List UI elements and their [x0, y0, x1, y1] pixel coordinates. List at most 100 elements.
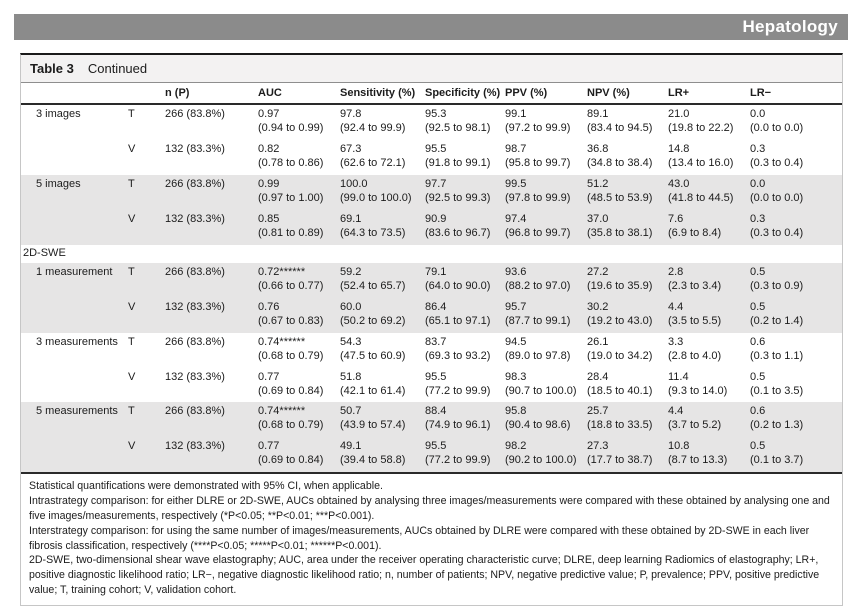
metric-ci: (74.9 to 96.1) [425, 419, 491, 432]
metric-value: 94.5 [505, 335, 527, 348]
npv-cell: 27.3 (17.7 to 38.7) [585, 437, 666, 473]
metric-value: 95.5 [425, 142, 447, 155]
npv-cell: 25.7 (18.8 to 33.5) [585, 402, 666, 437]
metric-ci: (52.4 to 65.7) [340, 279, 406, 292]
metric-ci: (90.7 to 100.0) [505, 384, 577, 397]
metric-ci: (97.2 to 99.9) [505, 121, 571, 134]
strategy-cell: 3 images [36, 108, 81, 120]
specificity-cell: 95.5 (91.8 to 99.1) [423, 140, 503, 175]
metric-ci: (0.1 to 3.5) [750, 384, 804, 397]
metric-ci: (50.2 to 69.2) [340, 314, 406, 327]
footnote-abbreviations: 2D-SWE, two-dimensional shear wave elast… [29, 554, 820, 597]
metric-value: 50.7 [340, 405, 362, 418]
table-row: 3 images T 266 (83.8%) 0.97 (0.94 to 0.99) 97… [21, 104, 842, 140]
metric-value: 99.1 [505, 108, 527, 120]
metric-value: 26.1 [587, 335, 609, 348]
cohort-cell: V [128, 212, 136, 225]
metric-ci: (0.3 to 1.1) [750, 349, 804, 362]
metric-value: 97.8 [340, 108, 362, 120]
npv-cell: 28.4 (18.5 to 40.1) [585, 368, 666, 403]
n-cell: 266 (83.8%) [165, 265, 225, 278]
journal-title: Hepatology [742, 17, 838, 36]
metric-ci: (0.3 to 0.4) [750, 226, 804, 239]
ppv-cell: 94.5 (89.0 to 97.8) [503, 333, 585, 368]
metric-ci: (0.66 to 0.77) [258, 279, 324, 292]
lr-plus-cell: 11.4 (9.3 to 14.0) [666, 368, 748, 403]
col-header-specificity: Specificity (%) [423, 83, 503, 105]
metric-ci: (9.3 to 14.0) [668, 384, 728, 397]
strategy-cell: 5 measurements [36, 405, 118, 418]
specificity-cell: 86.4 (65.1 to 97.1) [423, 298, 503, 333]
auc-cell: 0.76 (0.67 to 0.83) [256, 298, 338, 333]
auc-cell: 0.77 (0.69 to 0.84) [256, 368, 338, 403]
npv-cell: 51.2 (48.5 to 53.9) [585, 175, 666, 210]
auc-cell: 0.82 (0.78 to 0.86) [256, 140, 338, 175]
metric-ci: (92.5 to 99.3) [425, 191, 491, 204]
metric-value: 30.2 [587, 300, 609, 313]
table-row: 1 measurement T 266 (83.8%) 0.72****** (0.66… [21, 262, 842, 298]
metric-value: 11.4 [668, 370, 689, 383]
ppv-cell: 98.7 (95.8 to 99.7) [503, 140, 585, 175]
col-header-n: n (P) [163, 83, 256, 105]
lr-minus-cell: 0.5 (0.2 to 1.4) [748, 298, 842, 333]
metric-value: 27.2 [587, 265, 609, 278]
metric-ci: (0.69 to 0.84) [258, 384, 324, 397]
lr-minus-cell: 0.6 (0.3 to 1.1) [748, 333, 842, 368]
lr-plus-cell: 7.6 (6.9 to 8.4) [666, 210, 748, 245]
metric-value: 100.0 [340, 177, 368, 190]
npv-cell: 37.0 (35.8 to 38.1) [585, 210, 666, 245]
metric-value: 86.4 [425, 300, 447, 313]
metric-ci: (89.0 to 97.8) [505, 349, 571, 362]
npv-cell: 36.8 (34.8 to 38.4) [585, 140, 666, 175]
n-cell: 132 (83.3%) [165, 212, 225, 225]
lr-minus-cell: 0.3 (0.3 to 0.4) [748, 210, 842, 245]
strategy-cell: 1 measurement [36, 265, 113, 278]
metric-value: 59.2 [340, 265, 362, 278]
results-table: n (P) AUC Sensitivity (%) Specificity (%… [21, 83, 842, 474]
metric-ci: (8.7 to 13.3) [668, 454, 728, 467]
metric-ci: (88.2 to 97.0) [505, 279, 571, 292]
sensitivity-cell: 50.7 (43.9 to 57.4) [338, 402, 423, 437]
lr-minus-cell: 0.5 (0.1 to 3.7) [748, 437, 842, 473]
metric-ci: (43.9 to 57.4) [340, 419, 406, 432]
lr-minus-cell: 0.5 (0.3 to 0.9) [748, 263, 842, 298]
lr-minus-cell: 0.6 (0.2 to 1.3) [748, 402, 842, 437]
metric-value: 37.0 [587, 212, 609, 225]
metric-ci: (77.2 to 99.9) [425, 454, 491, 467]
ppv-cell: 97.4 (96.8 to 99.7) [503, 210, 585, 245]
metric-ci: (65.1 to 97.1) [425, 314, 491, 327]
metric-ci: (2.8 to 4.0) [668, 349, 722, 362]
metric-ci: (42.1 to 61.4) [340, 384, 406, 397]
npv-cell: 27.2 (19.6 to 35.9) [585, 263, 666, 298]
lr-minus-cell: 0.0 (0.0 to 0.0) [748, 104, 842, 140]
metric-value: 69.1 [340, 212, 362, 225]
lr-plus-cell: 4.4 (3.7 to 5.2) [666, 402, 748, 437]
metric-value: 67.3 [340, 142, 362, 155]
metric-ci: (18.5 to 40.1) [587, 384, 653, 397]
metric-value: 97.7 [425, 177, 447, 190]
n-cell: 266 (83.8%) [165, 405, 225, 418]
metric-ci: (0.2 to 1.3) [750, 419, 804, 432]
metric-value: 79.1 [425, 265, 447, 278]
metric-value: 0.77 [258, 370, 280, 383]
metric-ci: (41.8 to 44.5) [668, 191, 734, 204]
auc-cell: 0.74****** (0.68 to 0.79) [256, 402, 338, 437]
metric-value: 4.4 [668, 405, 684, 418]
metric-ci: (0.68 to 0.79) [258, 349, 324, 362]
lr-plus-cell: 2.8 (2.3 to 3.4) [666, 263, 748, 298]
ppv-cell: 95.8 (90.4 to 98.6) [503, 402, 585, 437]
metric-ci: (2.3 to 3.4) [668, 279, 722, 292]
auc-cell: 0.99 (0.97 to 1.00) [256, 175, 338, 210]
metric-value: 95.8 [505, 405, 527, 418]
metric-value: 0.0 [750, 177, 766, 190]
col-header-cohort [126, 83, 163, 105]
metric-value: 95.3 [425, 108, 447, 120]
npv-cell: 30.2 (19.2 to 43.0) [585, 298, 666, 333]
metric-ci: (0.2 to 1.4) [750, 314, 804, 327]
n-cell: 132 (83.3%) [165, 370, 225, 383]
footnote-intrastrategy: Intrastrategy comparison: for either DLR… [29, 495, 830, 522]
metric-value: 0.74****** [258, 405, 306, 418]
specificity-cell: 97.7 (92.5 to 99.3) [423, 175, 503, 210]
metric-value: 95.5 [425, 440, 447, 453]
table-row: V 132 (83.3%) 0.76 (0.67 to 0.83) 60.0 (50.2 … [21, 297, 842, 333]
